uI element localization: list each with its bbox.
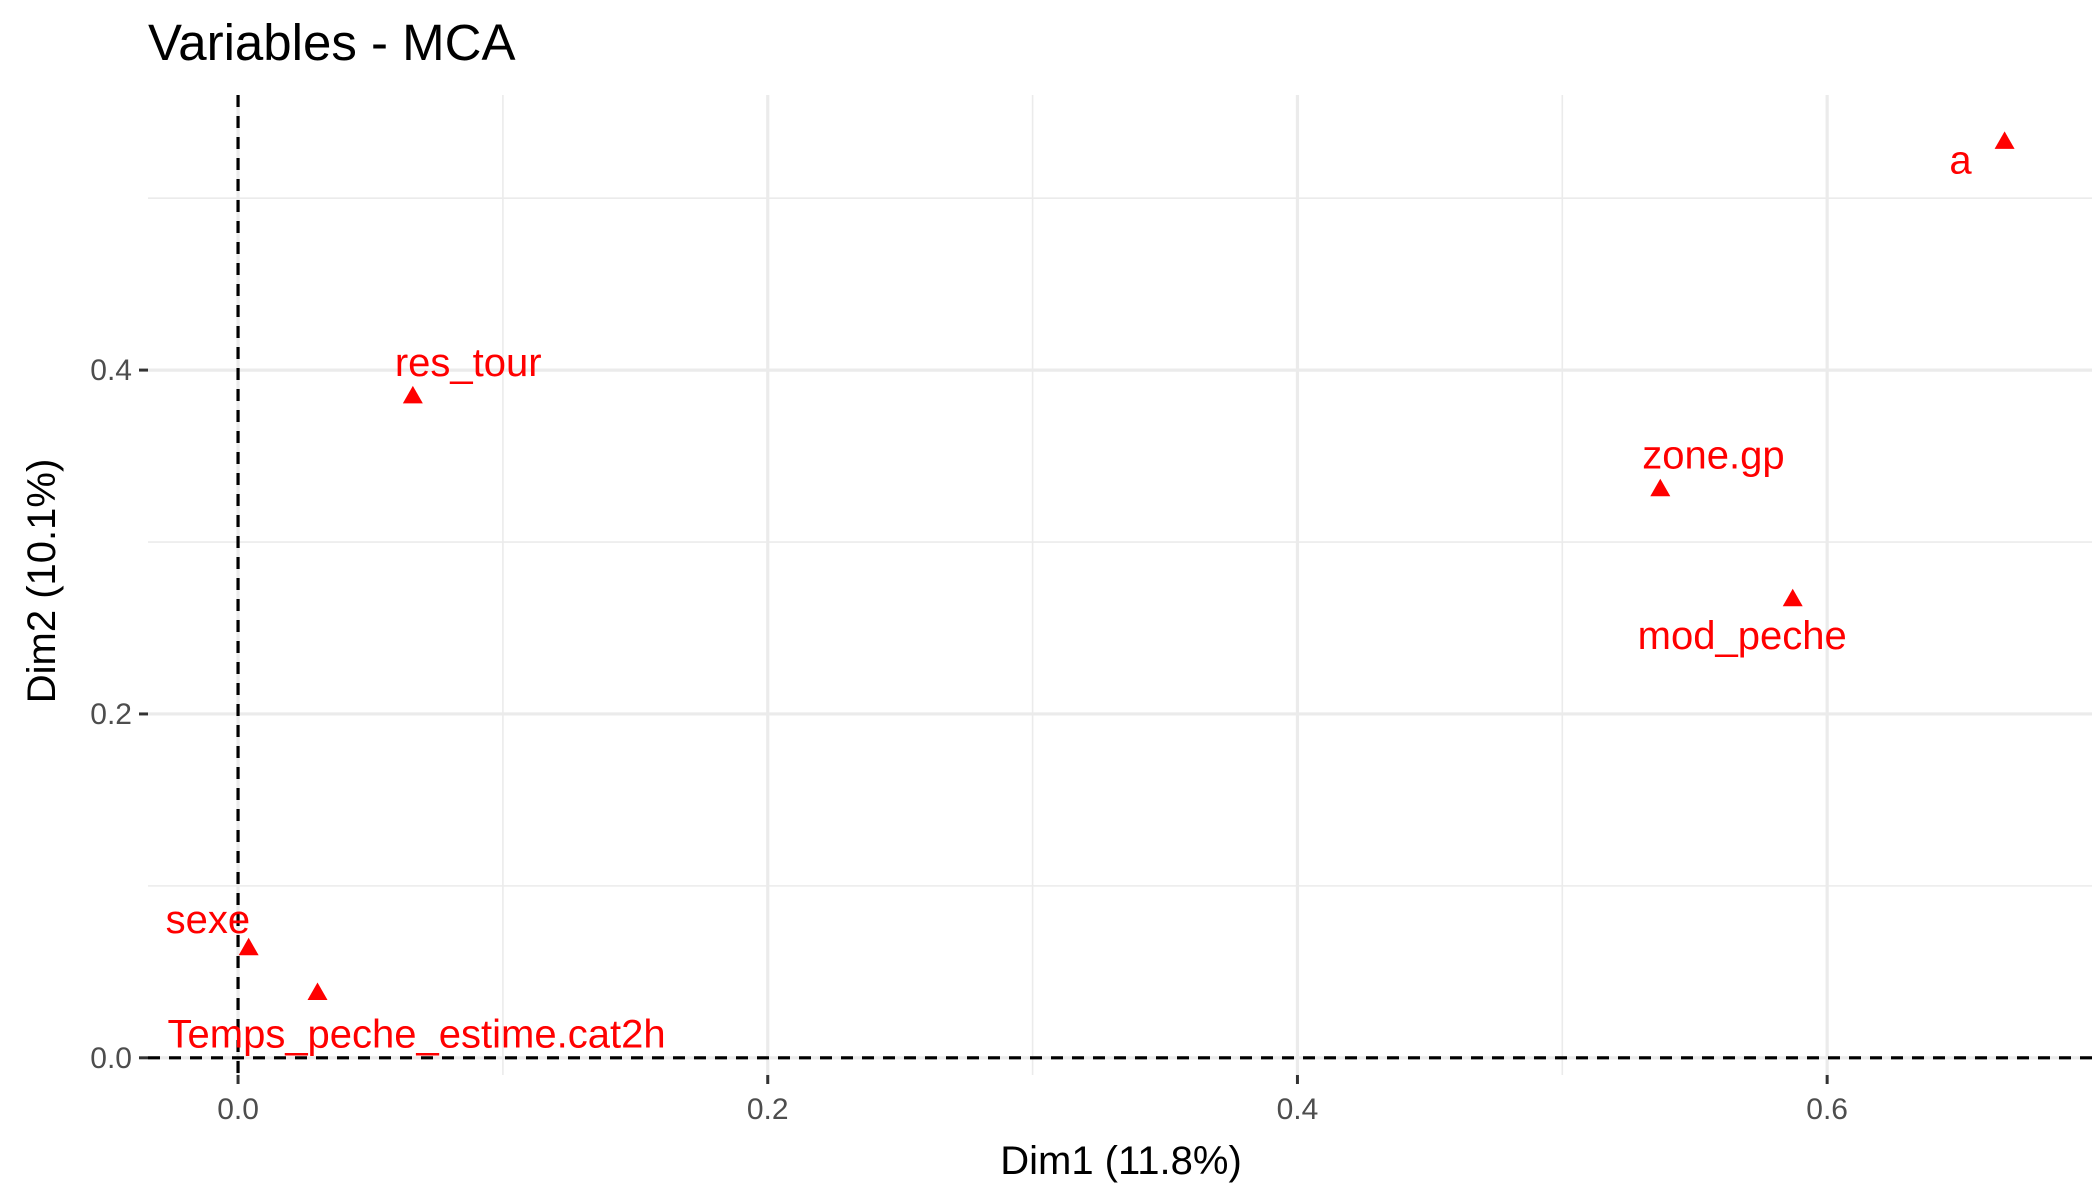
reference-lines — [148, 95, 2092, 1075]
x-axis-title: Dim1 (11.8%) — [1000, 1139, 1242, 1183]
point-marker-sexe — [238, 937, 259, 956]
chart-title: Variables - MCA — [148, 14, 515, 71]
y-axis-title: Dim2 (10.1%) — [20, 459, 64, 704]
point-marker-res_tour — [402, 385, 423, 404]
point-label-mod_peche: mod_peche — [1638, 614, 1847, 658]
axis-ticks: 0.0 0.2 0.4 0.6 0.0 0.2 0.4 — [90, 354, 1848, 1126]
point-label-sexe: sexe — [166, 898, 251, 942]
point-label-Temps_peche_estime.cat2h: Temps_peche_estime.cat2h — [168, 1012, 666, 1056]
x-tick-label-1: 0.2 — [747, 1093, 789, 1126]
data-points — [238, 131, 2015, 1000]
y-tick-label-1: 0.2 — [90, 698, 132, 731]
y-tick-label-0: 0.0 — [90, 1042, 132, 1075]
x-tick-label-0: 0.0 — [217, 1093, 259, 1126]
point-label-zone.gp: zone.gp — [1642, 434, 1784, 478]
point-marker-Temps_peche_estime.cat2h — [307, 982, 328, 1000]
point-marker-a — [1994, 131, 2015, 149]
x-tick-label-3: 0.6 — [1806, 1093, 1848, 1126]
y-tick-label-2: 0.4 — [90, 354, 132, 387]
point-marker-mod_peche — [1782, 588, 1803, 607]
minor-gridlines — [148, 95, 2092, 1075]
point-marker-zone.gp — [1650, 478, 1671, 497]
x-tick-label-2: 0.4 — [1277, 1093, 1319, 1126]
point-label-a: a — [1949, 138, 1972, 182]
point-label-res_tour: res_tour — [395, 341, 542, 385]
